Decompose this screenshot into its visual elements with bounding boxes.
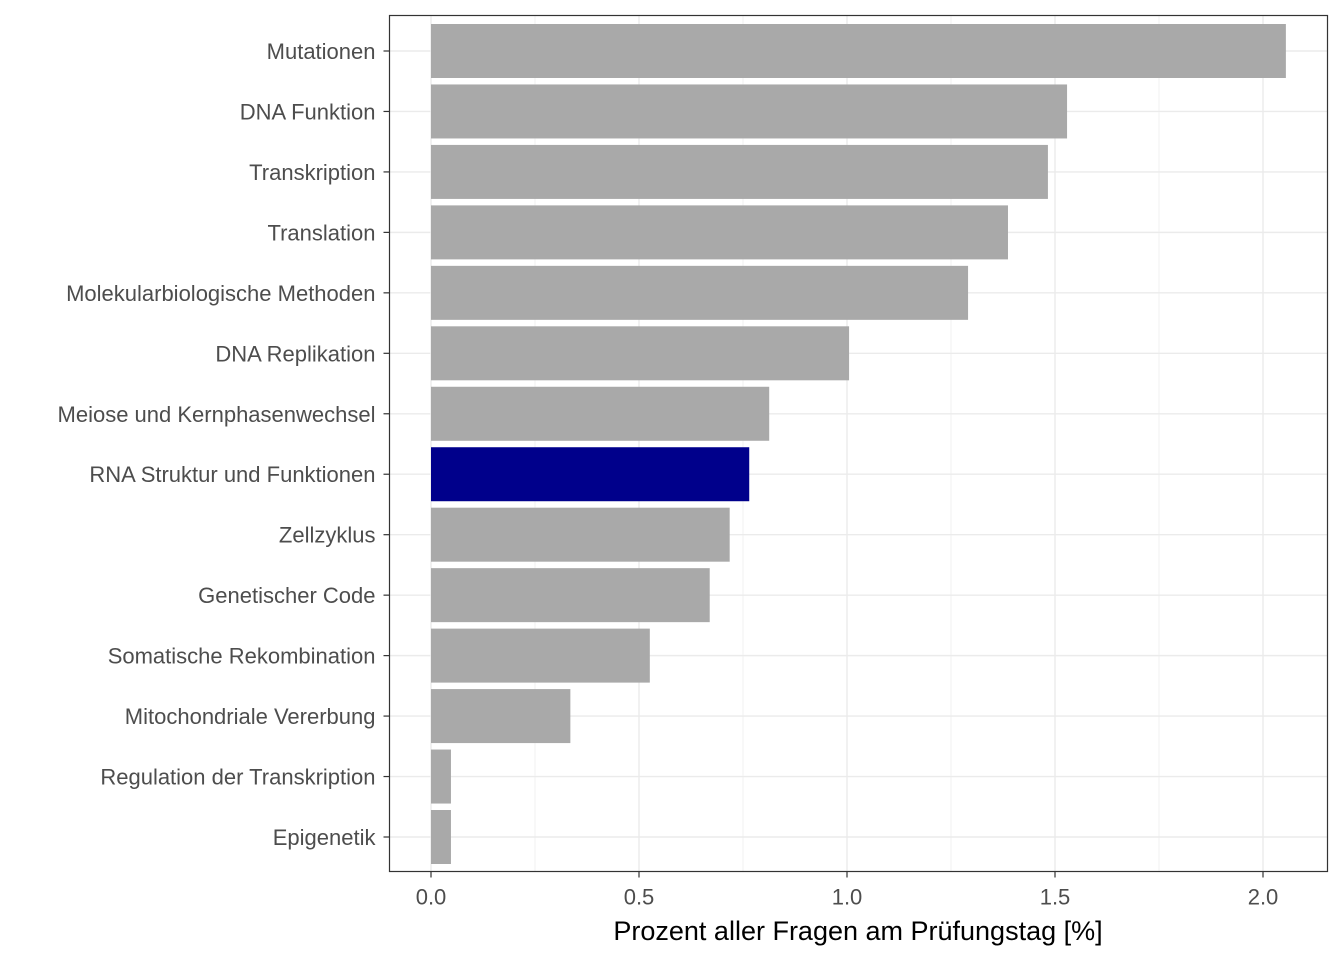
- bar-epigenetik: [431, 810, 451, 864]
- y-tick-label: Translation: [267, 220, 375, 245]
- bar-mutationen: [431, 24, 1286, 78]
- y-tick-label: RNA Struktur und Funktionen: [89, 462, 375, 487]
- y-axis: Mutationen DNA Funktion Transkription Trans…: [58, 39, 390, 850]
- x-axis-title: Prozent aller Fragen am Prüfungstag [%]: [613, 916, 1102, 946]
- bar-zellzyklus: [431, 507, 730, 562]
- bar-rna-struktur-und-funktionen: [431, 447, 750, 502]
- y-tick-label: Molekularbiologische Methoden: [66, 281, 375, 306]
- y-tick-label: Regulation der Transkription: [100, 765, 375, 790]
- x-tick-label: 0.5: [624, 885, 655, 910]
- bar-dna-replikation: [431, 326, 850, 381]
- x-tick-label: 1.0: [832, 885, 863, 910]
- plot-panel-border: [388, 14, 1329, 873]
- y-tick-label: Genetischer Code: [198, 583, 375, 608]
- y-tick-label: Mutationen: [267, 39, 376, 64]
- y-tick-label: DNA Funktion: [240, 99, 376, 124]
- bar-somatische-rekombination: [431, 628, 650, 683]
- y-tick-label: Epigenetik: [273, 825, 377, 850]
- y-tick-label: Mitochondriale Vererbung: [125, 704, 376, 729]
- bar-transkription: [431, 144, 1048, 199]
- y-tick-label: Meiose und Kernphasenwechsel: [58, 402, 376, 427]
- x-tick-label: 1.5: [1040, 885, 1071, 910]
- y-tick-label: DNA Replikation: [215, 341, 375, 366]
- y-tick-label: Somatische Rekombination: [108, 644, 376, 669]
- bar-meiose-und-kernphasenwechsel: [431, 386, 770, 441]
- y-tick-label: Zellzyklus: [279, 523, 376, 548]
- bar-molekularbiologische-methoden: [431, 265, 969, 320]
- x-axis: 0.0 0.5 1.0 1.5 2.0: [416, 871, 1279, 910]
- x-tick-label: 2.0: [1248, 885, 1279, 910]
- bar-translation: [431, 205, 1008, 260]
- bar-mitochondriale-vererbung: [431, 689, 571, 744]
- bar-regulation-der-transkription: [431, 749, 451, 804]
- bar-genetischer-code: [431, 568, 710, 623]
- grid-lines: [389, 15, 1328, 872]
- y-tick-label: Transkription: [249, 160, 375, 185]
- x-tick-label: 0.0: [416, 885, 447, 910]
- bar-dna-funktion: [431, 84, 1068, 139]
- bars: [431, 24, 1286, 864]
